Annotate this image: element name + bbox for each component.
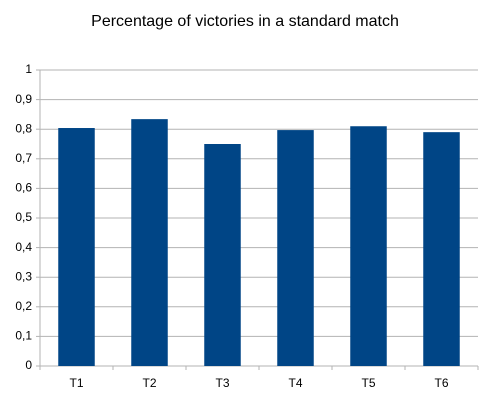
bar — [423, 132, 460, 366]
y-tick-label: 0,1 — [15, 329, 32, 343]
chart-title: Percentage of victories in a standard ma… — [91, 13, 399, 30]
y-tick-label: 0,3 — [15, 269, 32, 283]
x-tick-label: T4 — [288, 376, 302, 390]
x-tick-label: T1 — [69, 376, 83, 390]
y-tick-label: 0,5 — [15, 210, 32, 224]
y-tick-label: 0,7 — [15, 151, 32, 165]
y-tick-label: 0,2 — [15, 299, 32, 313]
bar — [58, 128, 95, 366]
x-tick-label: T3 — [215, 376, 229, 390]
x-tick-label: T2 — [142, 376, 156, 390]
bar — [277, 130, 314, 366]
bar — [350, 126, 387, 367]
bar — [131, 119, 168, 366]
y-tick-label: 0,6 — [15, 181, 32, 195]
y-tick-label: 1 — [25, 62, 32, 76]
y-tick-label: 0,8 — [15, 121, 32, 135]
bar — [204, 144, 241, 366]
y-tick-label: 0,9 — [15, 92, 32, 106]
y-tick-label: 0,4 — [15, 240, 32, 254]
x-tick-label: T5 — [361, 376, 375, 390]
y-tick-label: 0 — [25, 358, 32, 372]
x-tick-label: T6 — [434, 376, 448, 390]
